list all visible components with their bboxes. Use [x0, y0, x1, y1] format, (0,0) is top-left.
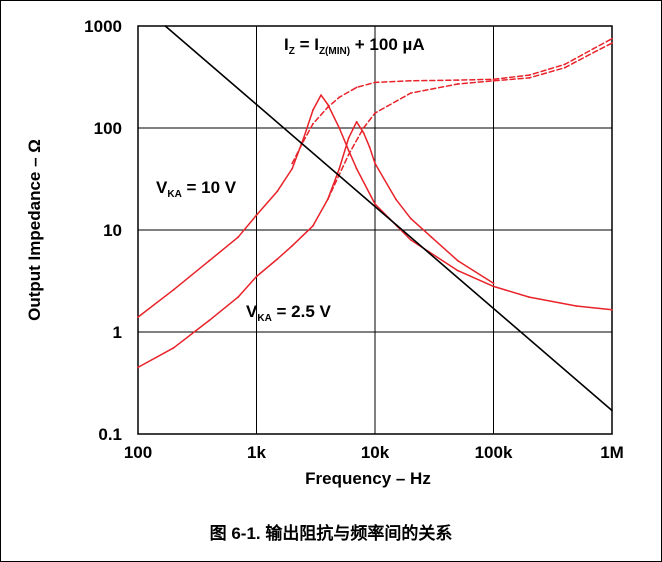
data-point — [312, 224, 314, 227]
data-point — [611, 42, 613, 44]
data-point — [563, 66, 566, 69]
reference-line — [164, 25, 613, 412]
data-point — [320, 94, 322, 96]
data-point — [395, 198, 397, 201]
data-point — [312, 122, 314, 125]
y-tick-label: 10 — [103, 221, 122, 240]
data-point — [528, 296, 531, 298]
data-point — [237, 236, 240, 239]
data-point — [592, 51, 595, 54]
iz-annotation: IZ = IZ(MIN) + 100 µA — [284, 35, 425, 57]
data-point — [374, 112, 376, 114]
data-point — [208, 259, 211, 262]
data-point — [326, 106, 329, 109]
grid — [138, 26, 612, 434]
data-point — [347, 137, 350, 139]
data-point — [355, 120, 358, 123]
data-point — [276, 190, 279, 193]
data-point — [611, 37, 613, 40]
data-point — [137, 316, 139, 318]
data-point — [492, 78, 495, 81]
data-point — [492, 285, 495, 288]
series-line — [291, 37, 613, 165]
x-tick-label: 1k — [247, 443, 266, 462]
series-line — [137, 121, 495, 369]
data-point — [291, 244, 294, 247]
data-point — [255, 214, 258, 217]
data-point — [237, 296, 240, 298]
plot-area — [137, 25, 613, 435]
vka-2.5v-label: VKA = 2.5 V — [246, 302, 332, 324]
x-tick-labels: 100 1k 10k 100k 1M — [124, 443, 624, 462]
data-point — [338, 127, 341, 129]
data-point — [312, 109, 314, 111]
data-point — [291, 167, 294, 170]
y-tick-labels: 0.1 1 10 100 1000 — [84, 17, 122, 444]
x-tick-label: 100k — [475, 443, 513, 462]
y-tick-label: 0.1 — [98, 425, 122, 444]
data-point — [409, 217, 412, 220]
vka-10v-label: VKA = 10 V — [156, 178, 237, 200]
data-point — [338, 167, 341, 170]
x-tick-label: 10k — [361, 443, 390, 462]
x-axis-title: Frequency – Hz — [305, 469, 431, 488]
x-tick-label: 1M — [600, 443, 624, 462]
data-point — [374, 81, 376, 84]
data-point — [326, 103, 329, 106]
y-tick-label: 1000 — [84, 17, 122, 36]
data-point — [456, 259, 459, 262]
data-point — [492, 79, 495, 82]
data-point — [575, 305, 578, 307]
data-point — [528, 74, 531, 76]
x-tick-label: 100 — [124, 443, 152, 462]
data-point — [172, 288, 175, 291]
figure-caption: 图 6-1. 输出阻抗与频率间的关系 — [209, 524, 453, 543]
data-point — [374, 162, 376, 165]
data-point — [456, 79, 459, 81]
data-point — [208, 319, 211, 322]
data-point — [430, 236, 433, 239]
data-point — [409, 92, 412, 94]
y-axis-title: Output Impedance – Ω — [25, 139, 44, 321]
y-tick-label: 100 — [94, 119, 122, 138]
data-point — [347, 153, 350, 156]
data-point — [563, 63, 566, 66]
data-point — [338, 96, 341, 99]
data-point — [492, 282, 495, 285]
data-point — [409, 239, 412, 241]
data-point — [362, 127, 365, 129]
data-point — [355, 167, 358, 170]
data-point — [255, 275, 258, 278]
data-point — [355, 86, 358, 89]
data-point — [368, 146, 371, 149]
data-point — [291, 162, 294, 165]
data-point — [409, 79, 412, 82]
data-point — [276, 258, 279, 260]
data-point — [611, 308, 613, 311]
data-point — [172, 346, 175, 349]
data-point — [137, 366, 139, 369]
data-point — [456, 269, 459, 272]
data-point — [302, 139, 305, 142]
data-point — [456, 83, 459, 85]
data-point — [347, 149, 350, 152]
series-layer — [137, 25, 613, 412]
data-point — [374, 203, 376, 205]
data-point — [326, 198, 329, 201]
data-point — [528, 77, 531, 79]
series-line — [327, 42, 613, 201]
data-point — [362, 131, 365, 134]
data-point — [592, 47, 595, 50]
y-tick-label: 1 — [113, 323, 122, 342]
